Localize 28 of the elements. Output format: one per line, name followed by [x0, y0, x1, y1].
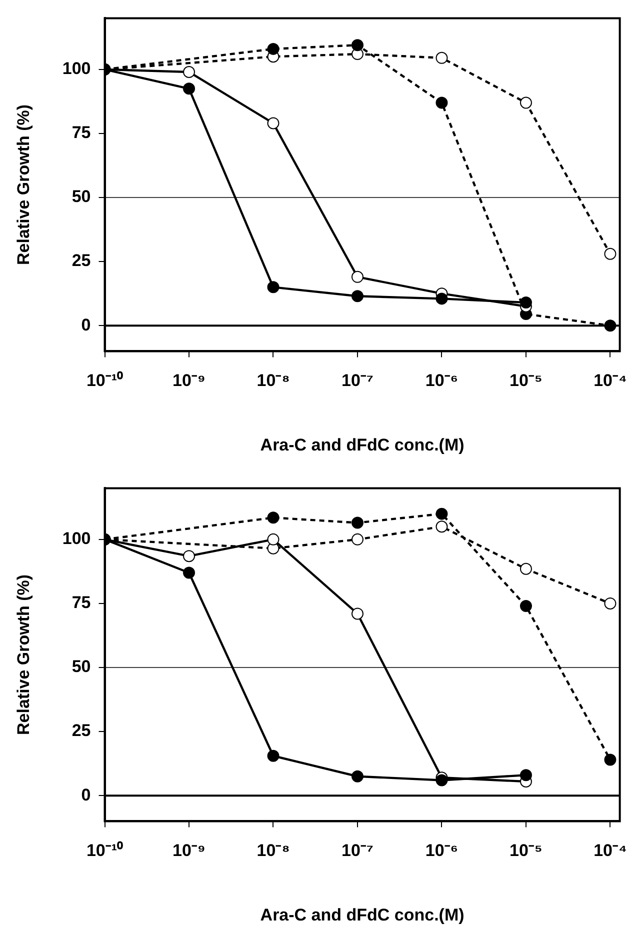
x-tick-label: 10⁻⁸ — [256, 841, 290, 860]
y-tick-label: 50 — [72, 187, 91, 206]
x-tick-label: 10⁻⁹ — [172, 841, 206, 860]
x-tick-label: 10⁻⁶ — [425, 841, 458, 860]
x-tick-label: 10⁻⁵ — [510, 841, 542, 860]
x-tick-label: 10⁻¹⁰ — [86, 371, 124, 390]
x-tick-label: 10⁻⁴ — [594, 841, 627, 860]
x-axis-title: Ara-C and dFdC conc.(M) — [260, 435, 464, 454]
x-tick-label: 10⁻⁵ — [510, 371, 542, 390]
x-tick-label: 10⁻¹⁰ — [86, 841, 124, 860]
x-tick-label: 10⁻⁹ — [172, 371, 206, 390]
y-axis-title: Relative Growth (%) — [14, 104, 33, 265]
y-tick-label: 0 — [81, 785, 91, 804]
x-tick-label: 10⁻⁷ — [342, 371, 374, 390]
y-tick-label: 100 — [62, 59, 91, 78]
y-tick-label: 50 — [72, 657, 91, 676]
y-tick-label: 75 — [72, 123, 91, 142]
y-tick-label: 25 — [72, 251, 91, 270]
x-tick-label: 10⁻⁴ — [594, 371, 627, 390]
x-tick-label: 10⁻⁷ — [342, 841, 374, 860]
y-tick-label: 75 — [72, 593, 91, 612]
y-axis-title: Relative Growth (%) — [14, 574, 33, 735]
y-tick-label: 25 — [72, 721, 91, 740]
x-tick-label: 10⁻⁶ — [425, 371, 458, 390]
x-tick-label: 10⁻⁸ — [256, 371, 290, 390]
x-axis-title: Ara-C and dFdC conc.(M) — [260, 905, 464, 924]
y-tick-label: 0 — [81, 315, 91, 334]
y-tick-label: 100 — [62, 529, 91, 548]
